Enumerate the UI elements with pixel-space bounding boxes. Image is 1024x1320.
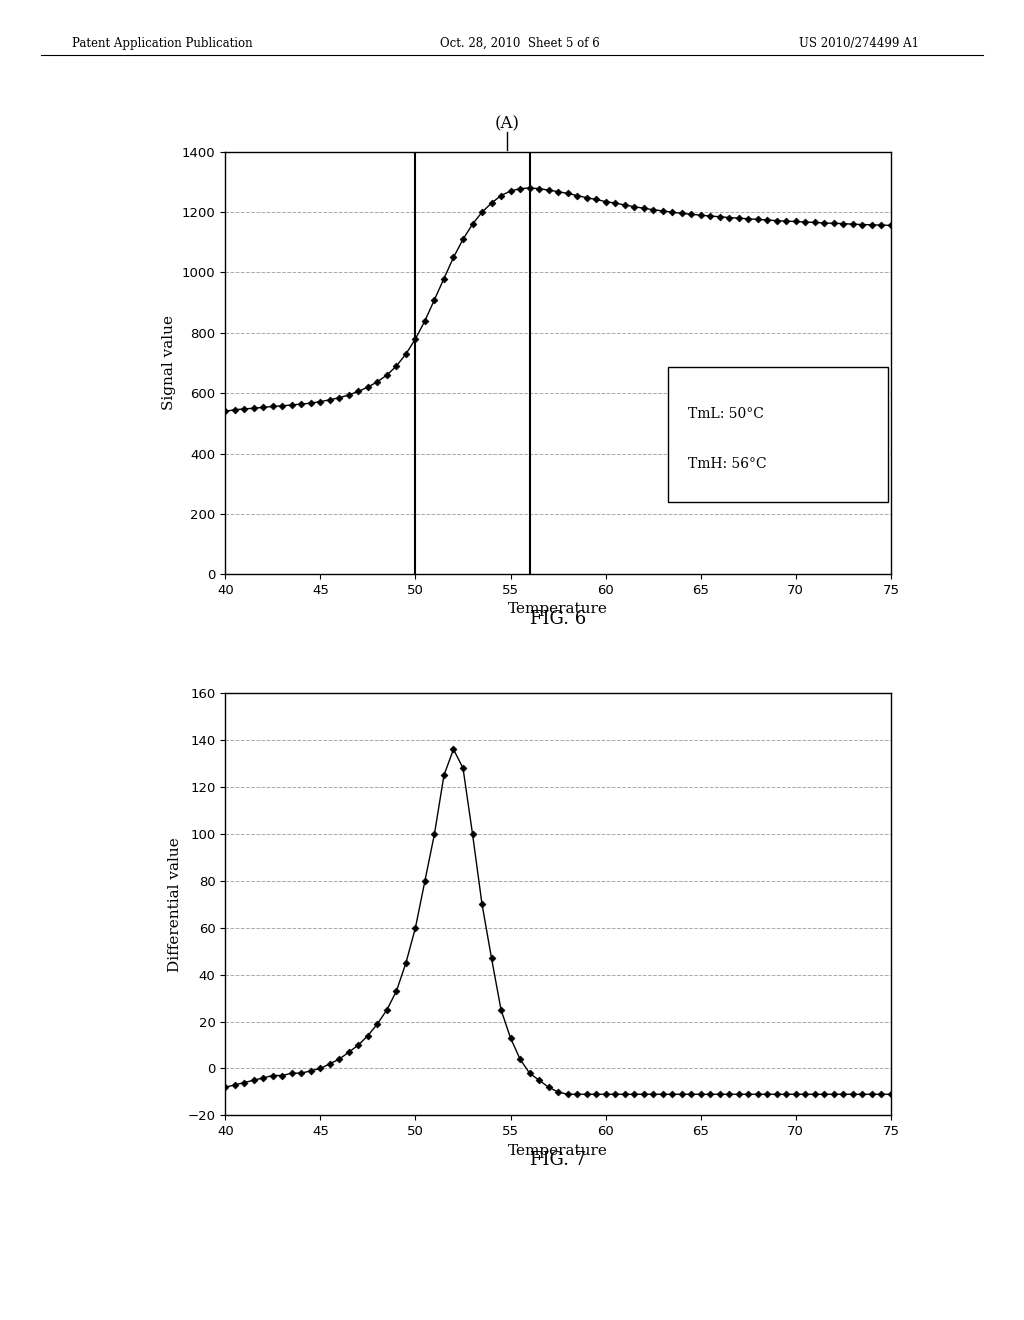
Text: (A): (A) bbox=[495, 115, 519, 132]
Text: FIG. 7: FIG. 7 bbox=[530, 1151, 586, 1170]
Text: Oct. 28, 2010  Sheet 5 of 6: Oct. 28, 2010 Sheet 5 of 6 bbox=[440, 37, 600, 50]
Text: Patent Application Publication: Patent Application Publication bbox=[72, 37, 252, 50]
X-axis label: Temperature: Temperature bbox=[508, 602, 608, 616]
Text: FIG. 6: FIG. 6 bbox=[530, 610, 586, 628]
FancyBboxPatch shape bbox=[668, 367, 888, 503]
Text: US 2010/274499 A1: US 2010/274499 A1 bbox=[799, 37, 919, 50]
X-axis label: Temperature: Temperature bbox=[508, 1143, 608, 1158]
Y-axis label: Signal value: Signal value bbox=[162, 315, 176, 411]
Text: TmH: 56°C: TmH: 56°C bbox=[688, 457, 767, 471]
Text: TmL: 50°C: TmL: 50°C bbox=[688, 407, 764, 421]
Text: TmL: 50°C: TmL: 50°C bbox=[688, 407, 764, 421]
Y-axis label: Differential value: Differential value bbox=[168, 837, 182, 972]
Text: TmH: 56°C: TmH: 56°C bbox=[688, 457, 767, 471]
